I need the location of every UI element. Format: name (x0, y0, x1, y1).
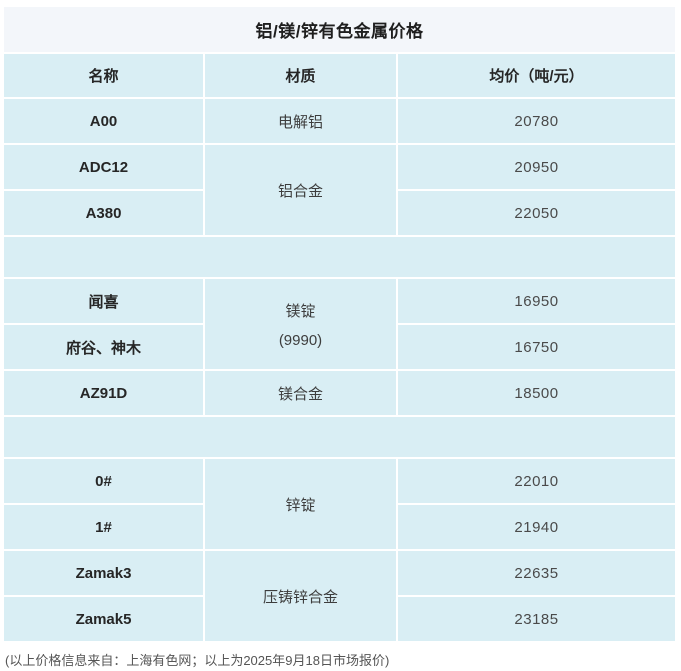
metal-price-table: 铝/镁/锌有色金属价格 名称 材质 均价（吨/元） A00 电解铝 20780 … (2, 5, 677, 643)
table-row: 府谷、神木 16750 (4, 325, 676, 369)
spacer-cell (4, 237, 676, 277)
column-header-price: 均价（吨/元） (398, 54, 676, 97)
material-cell: 电解铝 (205, 99, 396, 143)
header-row: 名称 材质 均价（吨/元） (4, 54, 676, 97)
name-cell: ADC12 (4, 145, 203, 189)
price-cell: 22635 (398, 551, 676, 595)
column-header-material: 材质 (205, 54, 396, 97)
name-cell: A380 (4, 191, 203, 235)
material-cell: 铝合金 (205, 145, 396, 235)
name-cell: 0# (4, 459, 203, 503)
price-cell: 23185 (398, 597, 676, 641)
table-row: AZ91D 镁合金 18500 (4, 371, 676, 415)
column-header-name: 名称 (4, 54, 203, 97)
name-cell: 闻喜 (4, 279, 203, 323)
table-row: Zamak5 23185 (4, 597, 676, 641)
spacer-cell (4, 417, 676, 457)
spacer-row (4, 417, 676, 457)
price-cell: 20950 (398, 145, 676, 189)
table-row: ADC12 铝合金 20950 (4, 145, 676, 235)
title-row: 铝/镁/锌有色金属价格 (4, 7, 676, 52)
price-cell: 20780 (398, 99, 676, 143)
price-cell: 16750 (398, 325, 676, 369)
name-cell: AZ91D (4, 371, 203, 415)
material-cell: 压铸锌合金 (205, 551, 396, 641)
price-cell: 22050 (398, 191, 676, 235)
table-row: A380 22050 (4, 191, 676, 235)
name-cell: Zamak3 (4, 551, 203, 595)
spacer-row (4, 237, 676, 277)
price-cell: 16950 (398, 279, 676, 323)
name-cell: 1# (4, 505, 203, 549)
page-title: 铝/镁/锌有色金属价格 (4, 7, 676, 52)
material-label: 镁锭 (285, 302, 316, 320)
material-cell: 镁合金 (205, 371, 396, 415)
price-cell: 22010 (398, 459, 676, 503)
material-cell: 锌锭 (205, 459, 396, 549)
price-cell: 18500 (398, 371, 676, 415)
table-row: 1# 21940 (4, 505, 676, 549)
table-row: 0# 锌锭 22010 (4, 459, 676, 549)
table-row: 闻喜 镁锭 (9990) 16950 (4, 279, 676, 369)
table-row: A00 电解铝 20780 (4, 99, 676, 143)
material-grade-note: (9990) (278, 331, 323, 349)
name-cell: Zamak5 (4, 597, 203, 641)
material-cell: 镁锭 (9990) (205, 279, 396, 369)
name-cell: A00 (4, 99, 203, 143)
price-cell: 21940 (398, 505, 676, 549)
price-source-note: (以上价格信息来自：上海有色网；以上为2025年9月18日市场报价) (5, 653, 390, 668)
name-cell: 府谷、神木 (4, 325, 203, 369)
table-row: Zamak3 压铸锌合金 22635 (4, 551, 676, 641)
